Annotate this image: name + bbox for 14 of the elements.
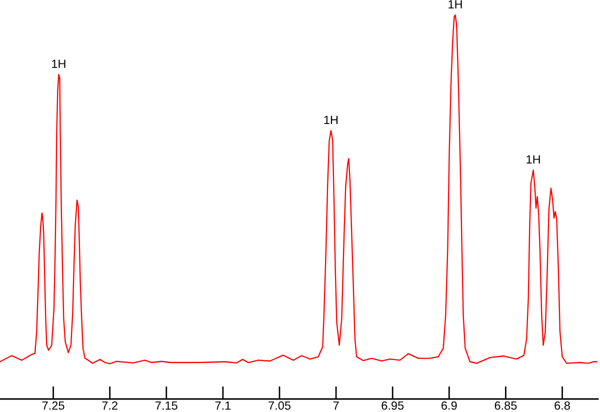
x-tick-label: 7.25 [42,401,64,410]
x-tick-label: 6.85 [494,401,517,410]
x-tick-label: 7.05 [268,401,290,410]
x-tick-label: 6.8 [554,401,570,410]
x-tick-label: 6.95 [382,401,404,410]
annotation: 1H [324,116,338,124]
annotation: 1H [448,0,462,8]
x-tick-label: 7.1 [215,402,231,410]
annotation: 1H [52,60,66,68]
x-tick-label: 7.15 [156,402,178,410]
x-tick-label: 7 [333,402,339,410]
annotation: 1H [526,155,540,164]
x-tick-label: 6.9 [442,401,457,410]
x-tick-label: 7.2 [102,401,118,410]
